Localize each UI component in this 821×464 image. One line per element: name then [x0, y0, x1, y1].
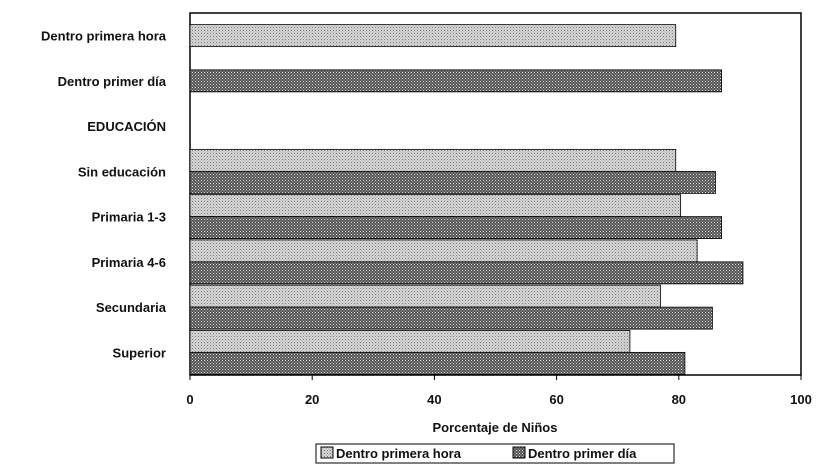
legend-swatch-dentro-primera-hora [320, 446, 334, 459]
category-labels: Dentro primera hora Dentro primer día EDUC… [41, 29, 167, 361]
category-label-secundaria: Secundaria [96, 300, 167, 315]
legend-label-dentro-primera-hora: Dentro primera hora [336, 446, 462, 461]
category-label-dentro-primera-hora: Dentro primera hora [41, 29, 167, 44]
legend-swatch-dentro-primer-dia [512, 446, 526, 459]
x-tick-label-20: 20 [305, 392, 319, 407]
x-tick-label-100: 100 [790, 392, 812, 407]
bar-dentro-primera-hora-primaria-4-6 [189, 239, 698, 263]
category-label-dentro-primer-dia: Dentro primer día [58, 74, 167, 89]
category-label-primaria-1-3: Primaria 1-3 [92, 210, 166, 225]
legend: Dentro primera hora Dentro primer día [315, 443, 675, 464]
legend-label-dentro-primer-dia: Dentro primer día [528, 446, 637, 461]
bar-dentro-primera-hora-superior [189, 329, 631, 353]
category-label-primaria-4-6: Primaria 4-6 [92, 255, 166, 270]
bar-dentro-primer-dia-superior [189, 351, 686, 375]
bar-dentro-primera-hora-sin-educacion [189, 148, 677, 172]
category-label-superior: Superior [113, 345, 166, 360]
bar-dentro-primera-hora-secundaria [189, 284, 661, 308]
bars-group [189, 24, 744, 375]
bar-dentro-primer-dia-secundaria [189, 306, 713, 330]
x-axis-label: Porcentaje de Niños [433, 420, 558, 435]
x-tick-label-80: 80 [672, 392, 686, 407]
category-label-educacion: EDUCACIÓN [87, 119, 166, 134]
category-label-sin-educacion: Sin educación [78, 164, 166, 179]
bar-dentro-primer-dia-primaria-1-3 [189, 216, 722, 240]
bar-dentro-primer-dia-sin-educacion [189, 170, 716, 194]
x-tick-label-60: 60 [549, 392, 563, 407]
bar-dentro-primer-dia-primaria-4-6 [189, 261, 744, 285]
legend-frame [315, 443, 675, 464]
x-axis-ticks: 0 20 40 60 80 100 [186, 375, 812, 407]
bar-dentro-primera-hora-primaria-1-3 [189, 194, 682, 218]
x-tick-label-40: 40 [427, 392, 441, 407]
bar-dentro-primera-hora-dentro-primera-hora [189, 24, 677, 48]
bar-dentro-primer-dia-dentro-primer-dia [189, 69, 722, 93]
x-tick-label-0: 0 [186, 392, 193, 407]
